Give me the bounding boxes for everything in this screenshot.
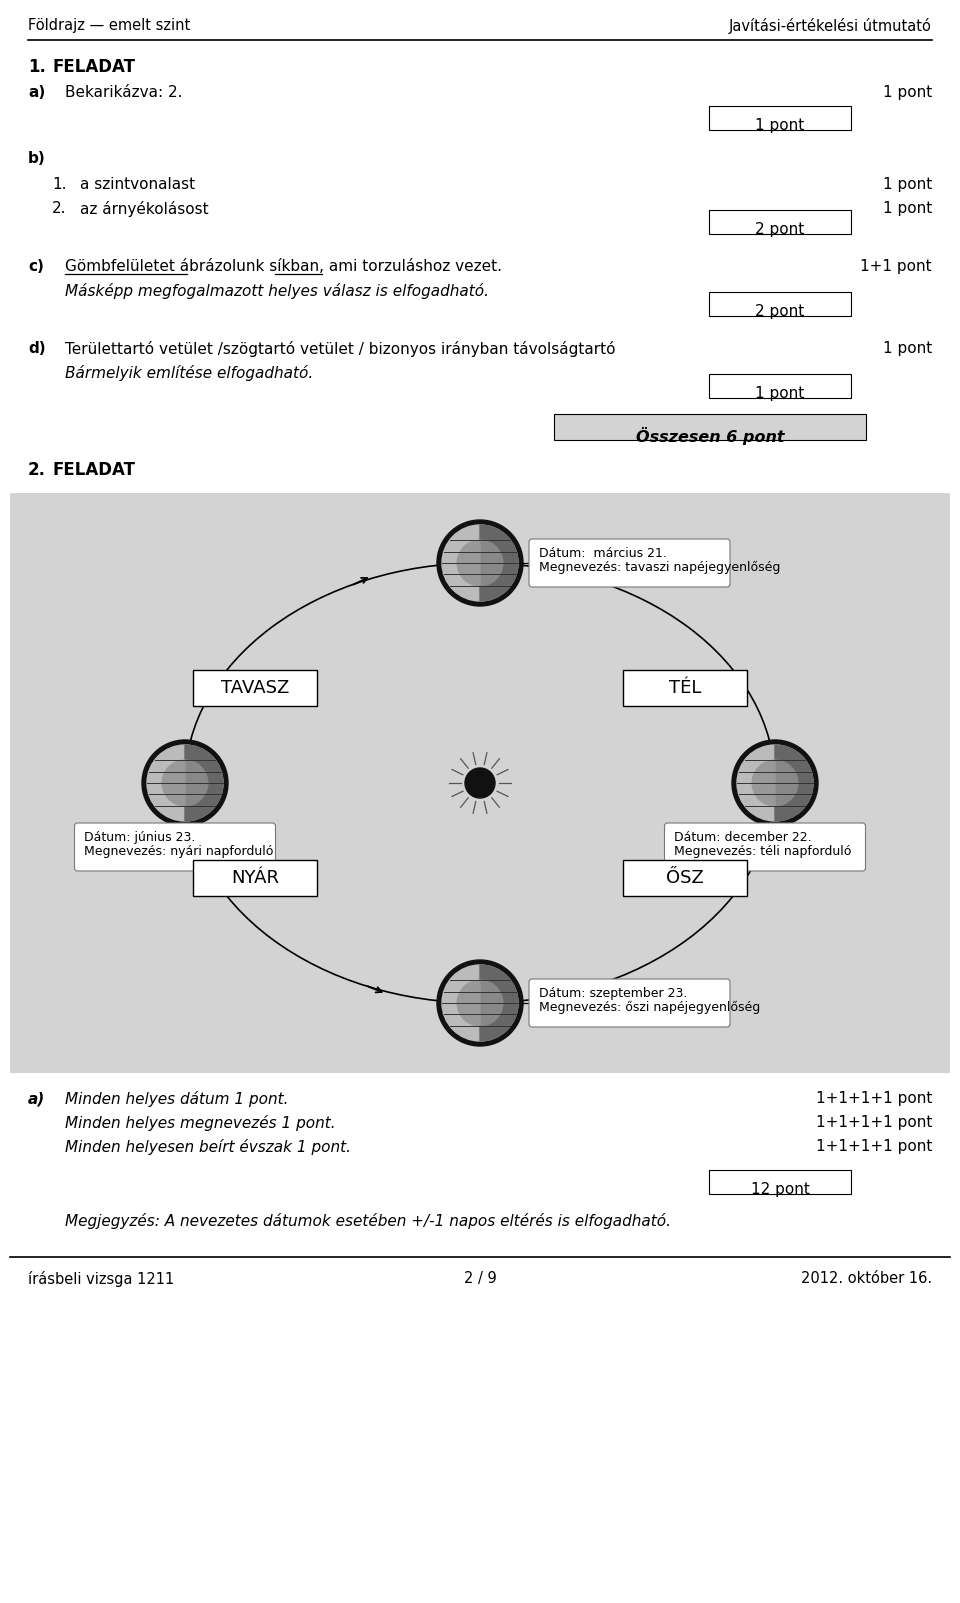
Text: Megnevezés: nyári napforduló: Megnevezés: nyári napforduló	[84, 845, 274, 858]
Text: Javítási-értékelési útmutató: Javítási-értékelési útmutató	[730, 18, 932, 34]
Wedge shape	[480, 526, 518, 601]
Text: Bekarikázva: 2.: Bekarikázva: 2.	[65, 85, 182, 99]
Text: Megnevezés: tavaszi napéjegyenlőség: Megnevezés: tavaszi napéjegyenlőség	[539, 561, 780, 574]
Text: a): a)	[28, 85, 45, 99]
Text: 12 pont: 12 pont	[751, 1181, 809, 1197]
Circle shape	[437, 519, 523, 606]
Text: 2.: 2.	[52, 200, 66, 216]
FancyBboxPatch shape	[193, 670, 317, 705]
Ellipse shape	[147, 745, 223, 821]
Text: Minden helyes megnevezés 1 pont.: Minden helyes megnevezés 1 pont.	[65, 1116, 336, 1132]
Text: b): b)	[28, 151, 46, 167]
Text: 1 pont: 1 pont	[883, 341, 932, 356]
FancyBboxPatch shape	[709, 210, 851, 234]
Text: 1 pont: 1 pont	[883, 200, 932, 216]
Text: a szintvonalast: a szintvonalast	[80, 176, 195, 192]
Text: Földrajz — emelt szint: Földrajz — emelt szint	[28, 18, 190, 34]
Text: 2012. október 16.: 2012. október 16.	[801, 1271, 932, 1286]
Text: Bármelyik említése elfogadható.: Bármelyik említése elfogadható.	[65, 365, 313, 382]
Text: Másképp megfogalmazott helyes válasz is elfogadható.: Másképp megfogalmazott helyes válasz is …	[65, 284, 489, 300]
Text: 1 pont: 1 pont	[883, 176, 932, 192]
Text: TÉL: TÉL	[669, 680, 701, 697]
Text: 1+1 pont: 1+1 pont	[860, 260, 932, 274]
Text: Összesen 6 pont: Összesen 6 pont	[636, 426, 784, 446]
Bar	[10, 494, 950, 1072]
FancyBboxPatch shape	[709, 373, 851, 398]
Text: a): a)	[28, 1092, 45, 1106]
Text: ŐSZ: ŐSZ	[666, 869, 704, 886]
Text: 2 pont: 2 pont	[756, 305, 804, 319]
Text: az árnyékolásost: az árnyékolásost	[80, 200, 208, 216]
Text: TAVASZ: TAVASZ	[221, 680, 289, 697]
Wedge shape	[457, 979, 480, 1026]
Text: 2.: 2.	[28, 462, 46, 479]
Wedge shape	[185, 760, 207, 806]
Text: Gömbfelületet ábrázolunk síkban, ami torzuláshoz vezet.: Gömbfelületet ábrázolunk síkban, ami tor…	[65, 260, 502, 274]
Text: Területtartó vetület /szögtartó vetület / bizonyos irányban távolságtartó: Területtartó vetület /szögtartó vetület …	[65, 341, 615, 357]
Ellipse shape	[737, 745, 813, 821]
Wedge shape	[480, 979, 503, 1026]
Text: Minden helyesen beírt évszak 1 pont.: Minden helyesen beírt évszak 1 pont.	[65, 1140, 351, 1156]
Ellipse shape	[442, 526, 518, 601]
Text: 1 pont: 1 pont	[756, 386, 804, 401]
Text: Dátum: december 22.: Dátum: december 22.	[675, 830, 812, 845]
Text: Megjegyzés: A nevezetes dátumok esetében +/-1 napos eltérés is elfogadható.: Megjegyzés: A nevezetes dátumok esetében…	[65, 1213, 671, 1230]
Text: 1 pont: 1 pont	[756, 119, 804, 133]
Wedge shape	[753, 760, 775, 806]
FancyBboxPatch shape	[529, 979, 730, 1028]
Text: írásbeli vizsga 1211: írásbeli vizsga 1211	[28, 1271, 175, 1287]
Text: 1+1+1+1 pont: 1+1+1+1 pont	[816, 1140, 932, 1154]
Circle shape	[732, 741, 818, 826]
Text: d): d)	[28, 341, 46, 356]
Text: Dátum: szeptember 23.: Dátum: szeptember 23.	[539, 987, 687, 1000]
Wedge shape	[480, 965, 518, 1040]
Text: Megnevezés: őszi napéjegyenlőség: Megnevezés: őszi napéjegyenlőség	[539, 1000, 760, 1015]
Wedge shape	[775, 760, 798, 806]
Circle shape	[437, 960, 523, 1047]
Text: Dátum:  március 21.: Dátum: március 21.	[539, 547, 667, 559]
Text: 1+1+1+1 pont: 1+1+1+1 pont	[816, 1116, 932, 1130]
FancyBboxPatch shape	[623, 670, 747, 705]
FancyBboxPatch shape	[529, 539, 730, 587]
FancyBboxPatch shape	[709, 106, 851, 130]
Wedge shape	[457, 540, 480, 585]
FancyBboxPatch shape	[193, 859, 317, 896]
Text: 1.: 1.	[28, 58, 46, 75]
Text: Megnevezés: téli napforduló: Megnevezés: téli napforduló	[675, 845, 852, 858]
Circle shape	[142, 741, 228, 826]
Text: 2 / 9: 2 / 9	[464, 1271, 496, 1286]
FancyBboxPatch shape	[709, 292, 851, 316]
Text: 1.: 1.	[52, 176, 66, 192]
Text: Dátum: június 23.: Dátum: június 23.	[84, 830, 196, 845]
Ellipse shape	[442, 965, 518, 1040]
Circle shape	[465, 768, 495, 798]
Text: 1 pont: 1 pont	[883, 85, 932, 99]
FancyBboxPatch shape	[709, 1170, 851, 1194]
Text: 2 pont: 2 pont	[756, 221, 804, 237]
Wedge shape	[775, 745, 813, 821]
Text: FELADAT: FELADAT	[52, 462, 135, 479]
Text: FELADAT: FELADAT	[52, 58, 135, 75]
FancyBboxPatch shape	[664, 822, 866, 870]
FancyBboxPatch shape	[75, 822, 276, 870]
Text: Minden helyes dátum 1 pont.: Minden helyes dátum 1 pont.	[65, 1092, 289, 1108]
FancyBboxPatch shape	[554, 414, 866, 439]
Wedge shape	[185, 745, 223, 821]
Text: c): c)	[28, 260, 44, 274]
Wedge shape	[162, 760, 185, 806]
FancyBboxPatch shape	[623, 859, 747, 896]
Text: 1+1+1+1 pont: 1+1+1+1 pont	[816, 1092, 932, 1106]
Text: NYÁR: NYÁR	[231, 869, 279, 886]
Wedge shape	[480, 540, 503, 585]
